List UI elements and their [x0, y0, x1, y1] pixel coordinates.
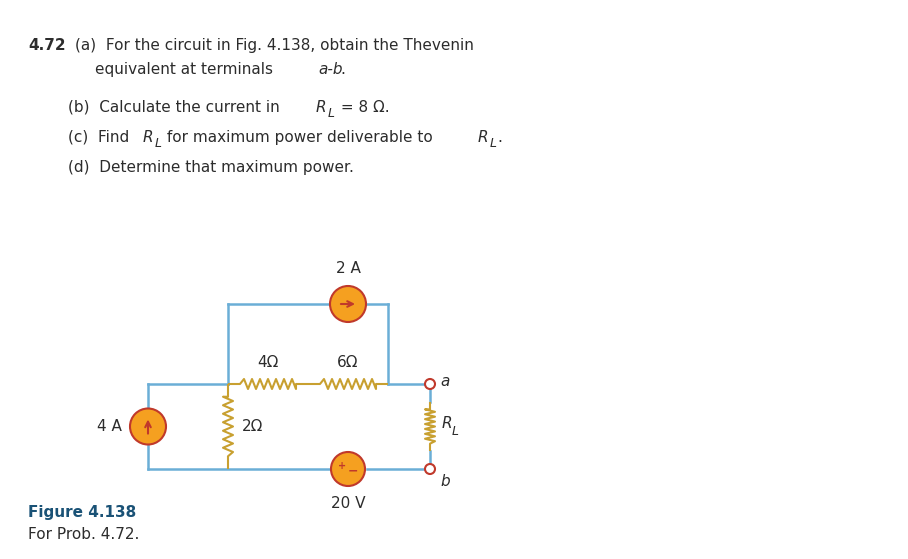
Text: L: L [328, 107, 335, 120]
Text: (c)  Find: (c) Find [68, 130, 134, 145]
Circle shape [425, 379, 435, 389]
Text: b: b [440, 473, 449, 489]
Text: −: − [348, 465, 359, 477]
Text: +: + [338, 461, 346, 471]
Text: 4.72: 4.72 [28, 38, 65, 53]
Text: L: L [452, 425, 459, 438]
Circle shape [330, 286, 366, 322]
Circle shape [130, 409, 166, 444]
Text: R: R [143, 130, 153, 145]
Text: a-b: a-b [318, 62, 342, 77]
Text: a: a [440, 375, 449, 390]
Text: L: L [490, 137, 497, 150]
Text: R: R [316, 100, 327, 115]
Text: 20 V: 20 V [331, 496, 365, 511]
Text: R: R [478, 130, 489, 145]
Text: 4Ω: 4Ω [257, 355, 279, 370]
Text: R: R [442, 416, 452, 431]
Text: (b)  Calculate the current in: (b) Calculate the current in [68, 100, 284, 115]
Text: for maximum power deliverable to: for maximum power deliverable to [162, 130, 438, 145]
Text: Figure 4.138: Figure 4.138 [28, 505, 136, 520]
Text: 2 A: 2 A [336, 261, 360, 276]
Text: For Prob. 4.72.: For Prob. 4.72. [28, 527, 139, 542]
Text: equivalent at terminals: equivalent at terminals [95, 62, 278, 77]
Circle shape [331, 452, 365, 486]
Text: 4 A: 4 A [97, 419, 122, 434]
Circle shape [425, 464, 435, 474]
Text: .: . [340, 62, 345, 77]
Text: 2Ω: 2Ω [242, 419, 263, 434]
Text: (a)  For the circuit in Fig. 4.138, obtain the Thevenin: (a) For the circuit in Fig. 4.138, obtai… [75, 38, 474, 53]
Text: .: . [497, 130, 502, 145]
Text: = 8 Ω.: = 8 Ω. [336, 100, 390, 115]
Text: L: L [155, 137, 162, 150]
Text: (d)  Determine that maximum power.: (d) Determine that maximum power. [68, 160, 354, 175]
Text: 6Ω: 6Ω [337, 355, 359, 370]
